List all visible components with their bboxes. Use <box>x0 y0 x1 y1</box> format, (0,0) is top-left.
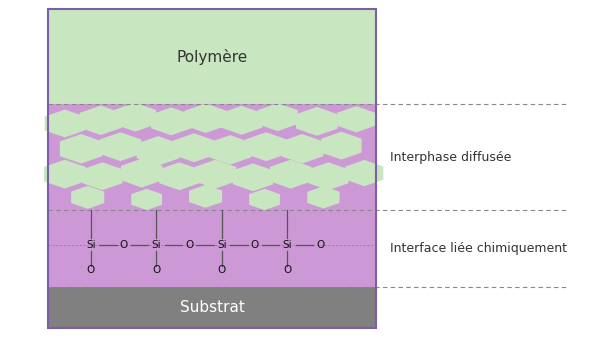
Polygon shape <box>137 136 179 166</box>
Polygon shape <box>296 107 338 136</box>
Polygon shape <box>151 107 191 135</box>
Polygon shape <box>71 186 104 209</box>
Polygon shape <box>82 162 122 190</box>
Polygon shape <box>308 162 349 190</box>
Polygon shape <box>100 132 141 161</box>
Text: Si: Si <box>217 239 227 250</box>
Text: Si: Si <box>152 239 161 250</box>
Text: O: O <box>152 265 161 275</box>
Polygon shape <box>184 103 227 133</box>
Text: Substrat: Substrat <box>179 300 245 315</box>
Polygon shape <box>79 106 122 135</box>
Text: O: O <box>119 239 128 250</box>
Text: O: O <box>251 239 259 250</box>
Text: O: O <box>87 265 95 275</box>
Text: O: O <box>185 239 193 250</box>
Polygon shape <box>281 134 323 163</box>
Polygon shape <box>307 186 340 209</box>
Bar <box>49 105 376 210</box>
Text: Interphase diffusée: Interphase diffusée <box>390 151 511 164</box>
Bar <box>49 287 376 328</box>
Polygon shape <box>121 159 163 187</box>
Polygon shape <box>245 132 287 161</box>
Text: Polymère: Polymère <box>176 49 248 65</box>
Polygon shape <box>189 185 222 208</box>
Text: Si: Si <box>283 239 292 250</box>
Bar <box>49 9 376 328</box>
Polygon shape <box>44 109 85 137</box>
Polygon shape <box>249 189 280 210</box>
Bar <box>49 9 376 105</box>
Text: Interface liée chimiquement: Interface liée chimiquement <box>390 242 567 255</box>
Text: O: O <box>218 265 226 275</box>
Polygon shape <box>194 160 236 188</box>
Text: O: O <box>283 265 292 275</box>
Polygon shape <box>233 163 273 191</box>
Bar <box>49 210 376 287</box>
Polygon shape <box>221 106 262 135</box>
Polygon shape <box>131 189 162 210</box>
Polygon shape <box>60 134 103 163</box>
Polygon shape <box>270 160 311 188</box>
Text: O: O <box>316 239 325 250</box>
Polygon shape <box>209 135 251 165</box>
Polygon shape <box>257 103 298 131</box>
Polygon shape <box>44 160 86 188</box>
Polygon shape <box>159 162 200 190</box>
Polygon shape <box>337 106 375 132</box>
Polygon shape <box>322 132 362 160</box>
Polygon shape <box>115 103 156 132</box>
Text: Si: Si <box>86 239 96 250</box>
Polygon shape <box>173 133 215 162</box>
Polygon shape <box>346 160 383 186</box>
